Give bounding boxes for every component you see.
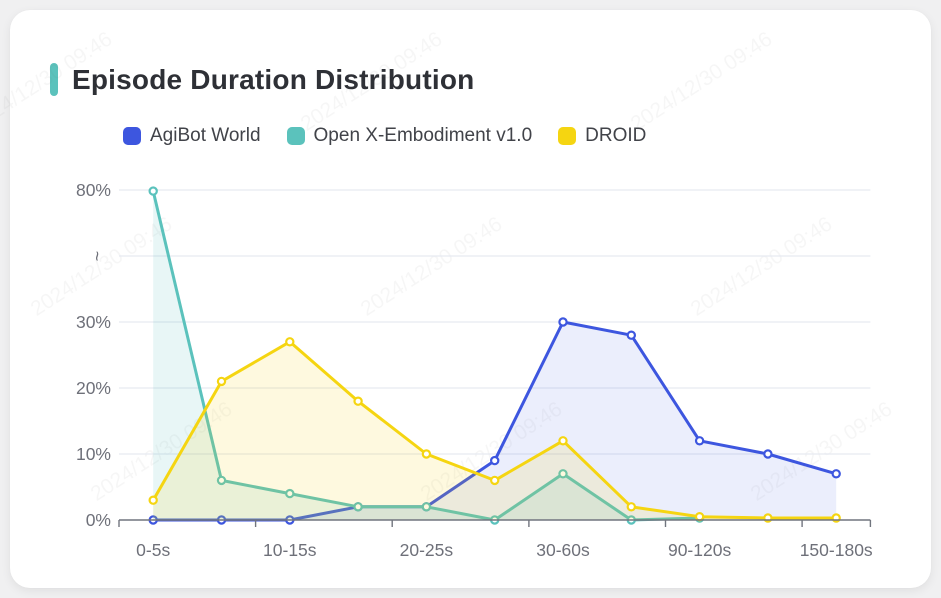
title-accent-bar: [50, 63, 58, 96]
legend-swatch-icon: [286, 127, 305, 145]
data-point[interactable]: [216, 376, 227, 387]
data-point[interactable]: [421, 502, 432, 512]
legend-item-agibot-world[interactable]: AgiBot World: [123, 125, 261, 147]
y-tick-label: 30%: [76, 312, 111, 332]
chart-card: Episode Duration Distribution AgiBot Wor…: [10, 10, 931, 588]
data-point[interactable]: [285, 488, 295, 499]
data-point[interactable]: [353, 502, 363, 512]
x-tick-label: 90-120s: [668, 540, 731, 560]
x-axis-labels: 0-5s 10-15s 20-25s 30-60s 90-120s 150-180s: [136, 540, 873, 560]
y-axis-labels: 0% 10% 20% 30% ~80%: [76, 180, 111, 530]
y-tick-label: 20%: [76, 378, 111, 398]
page-title: Episode Duration Distribution: [72, 63, 475, 95]
data-point[interactable]: [216, 475, 227, 486]
area-open-x-embodiment-v1-0: [153, 191, 700, 520]
data-point[interactable]: [763, 449, 773, 459]
y-tick-label: 0%: [86, 510, 111, 530]
y-axis-break-label: ~: [87, 251, 107, 262]
data-point[interactable]: [558, 317, 568, 327]
x-axis: [118, 519, 872, 527]
markers-droid[interactable]: [148, 337, 841, 523]
chart-legend: AgiBot World Open X-Embodiment v1.0 DROID: [123, 125, 672, 147]
data-point[interactable]: [148, 495, 158, 505]
data-point[interactable]: [148, 186, 158, 196]
legend-label: DROID: [585, 125, 647, 146]
data-point[interactable]: [831, 469, 841, 479]
legend-item-droid[interactable]: DROID: [558, 125, 646, 147]
legend-label: Open X-Embodiment v1.0: [313, 125, 533, 146]
data-point[interactable]: [694, 436, 705, 446]
data-point[interactable]: [558, 436, 568, 446]
gridlines: [119, 189, 871, 455]
data-point[interactable]: [626, 330, 637, 340]
x-tick-label: 150-180s: [800, 540, 873, 560]
title-row: Episode Duration Distribution: [50, 63, 474, 96]
area-droid: [153, 341, 837, 520]
x-tick-label: 10-15s: [263, 540, 317, 560]
y-tick-label: 80%: [76, 180, 111, 200]
legend-swatch-icon: [558, 127, 577, 145]
data-point[interactable]: [490, 455, 500, 466]
x-tick-label: 0-5s: [136, 540, 170, 560]
data-point[interactable]: [285, 337, 295, 347]
y-tick-label: 10%: [76, 444, 111, 464]
data-point[interactable]: [558, 469, 568, 479]
data-point[interactable]: [490, 475, 500, 486]
x-tick-label: 30-60s: [536, 540, 590, 560]
x-tick-label: 20-25s: [400, 540, 454, 560]
legend-label: AgiBot World: [150, 125, 261, 146]
legend-swatch-icon: [123, 127, 141, 145]
data-point[interactable]: [421, 449, 432, 459]
data-point[interactable]: [353, 396, 363, 406]
area-agibot-world: [153, 322, 837, 520]
data-point[interactable]: [626, 502, 637, 512]
legend-item-open-x-embodiment-v1-0[interactable]: Open X-Embodiment v1.0: [286, 125, 533, 147]
